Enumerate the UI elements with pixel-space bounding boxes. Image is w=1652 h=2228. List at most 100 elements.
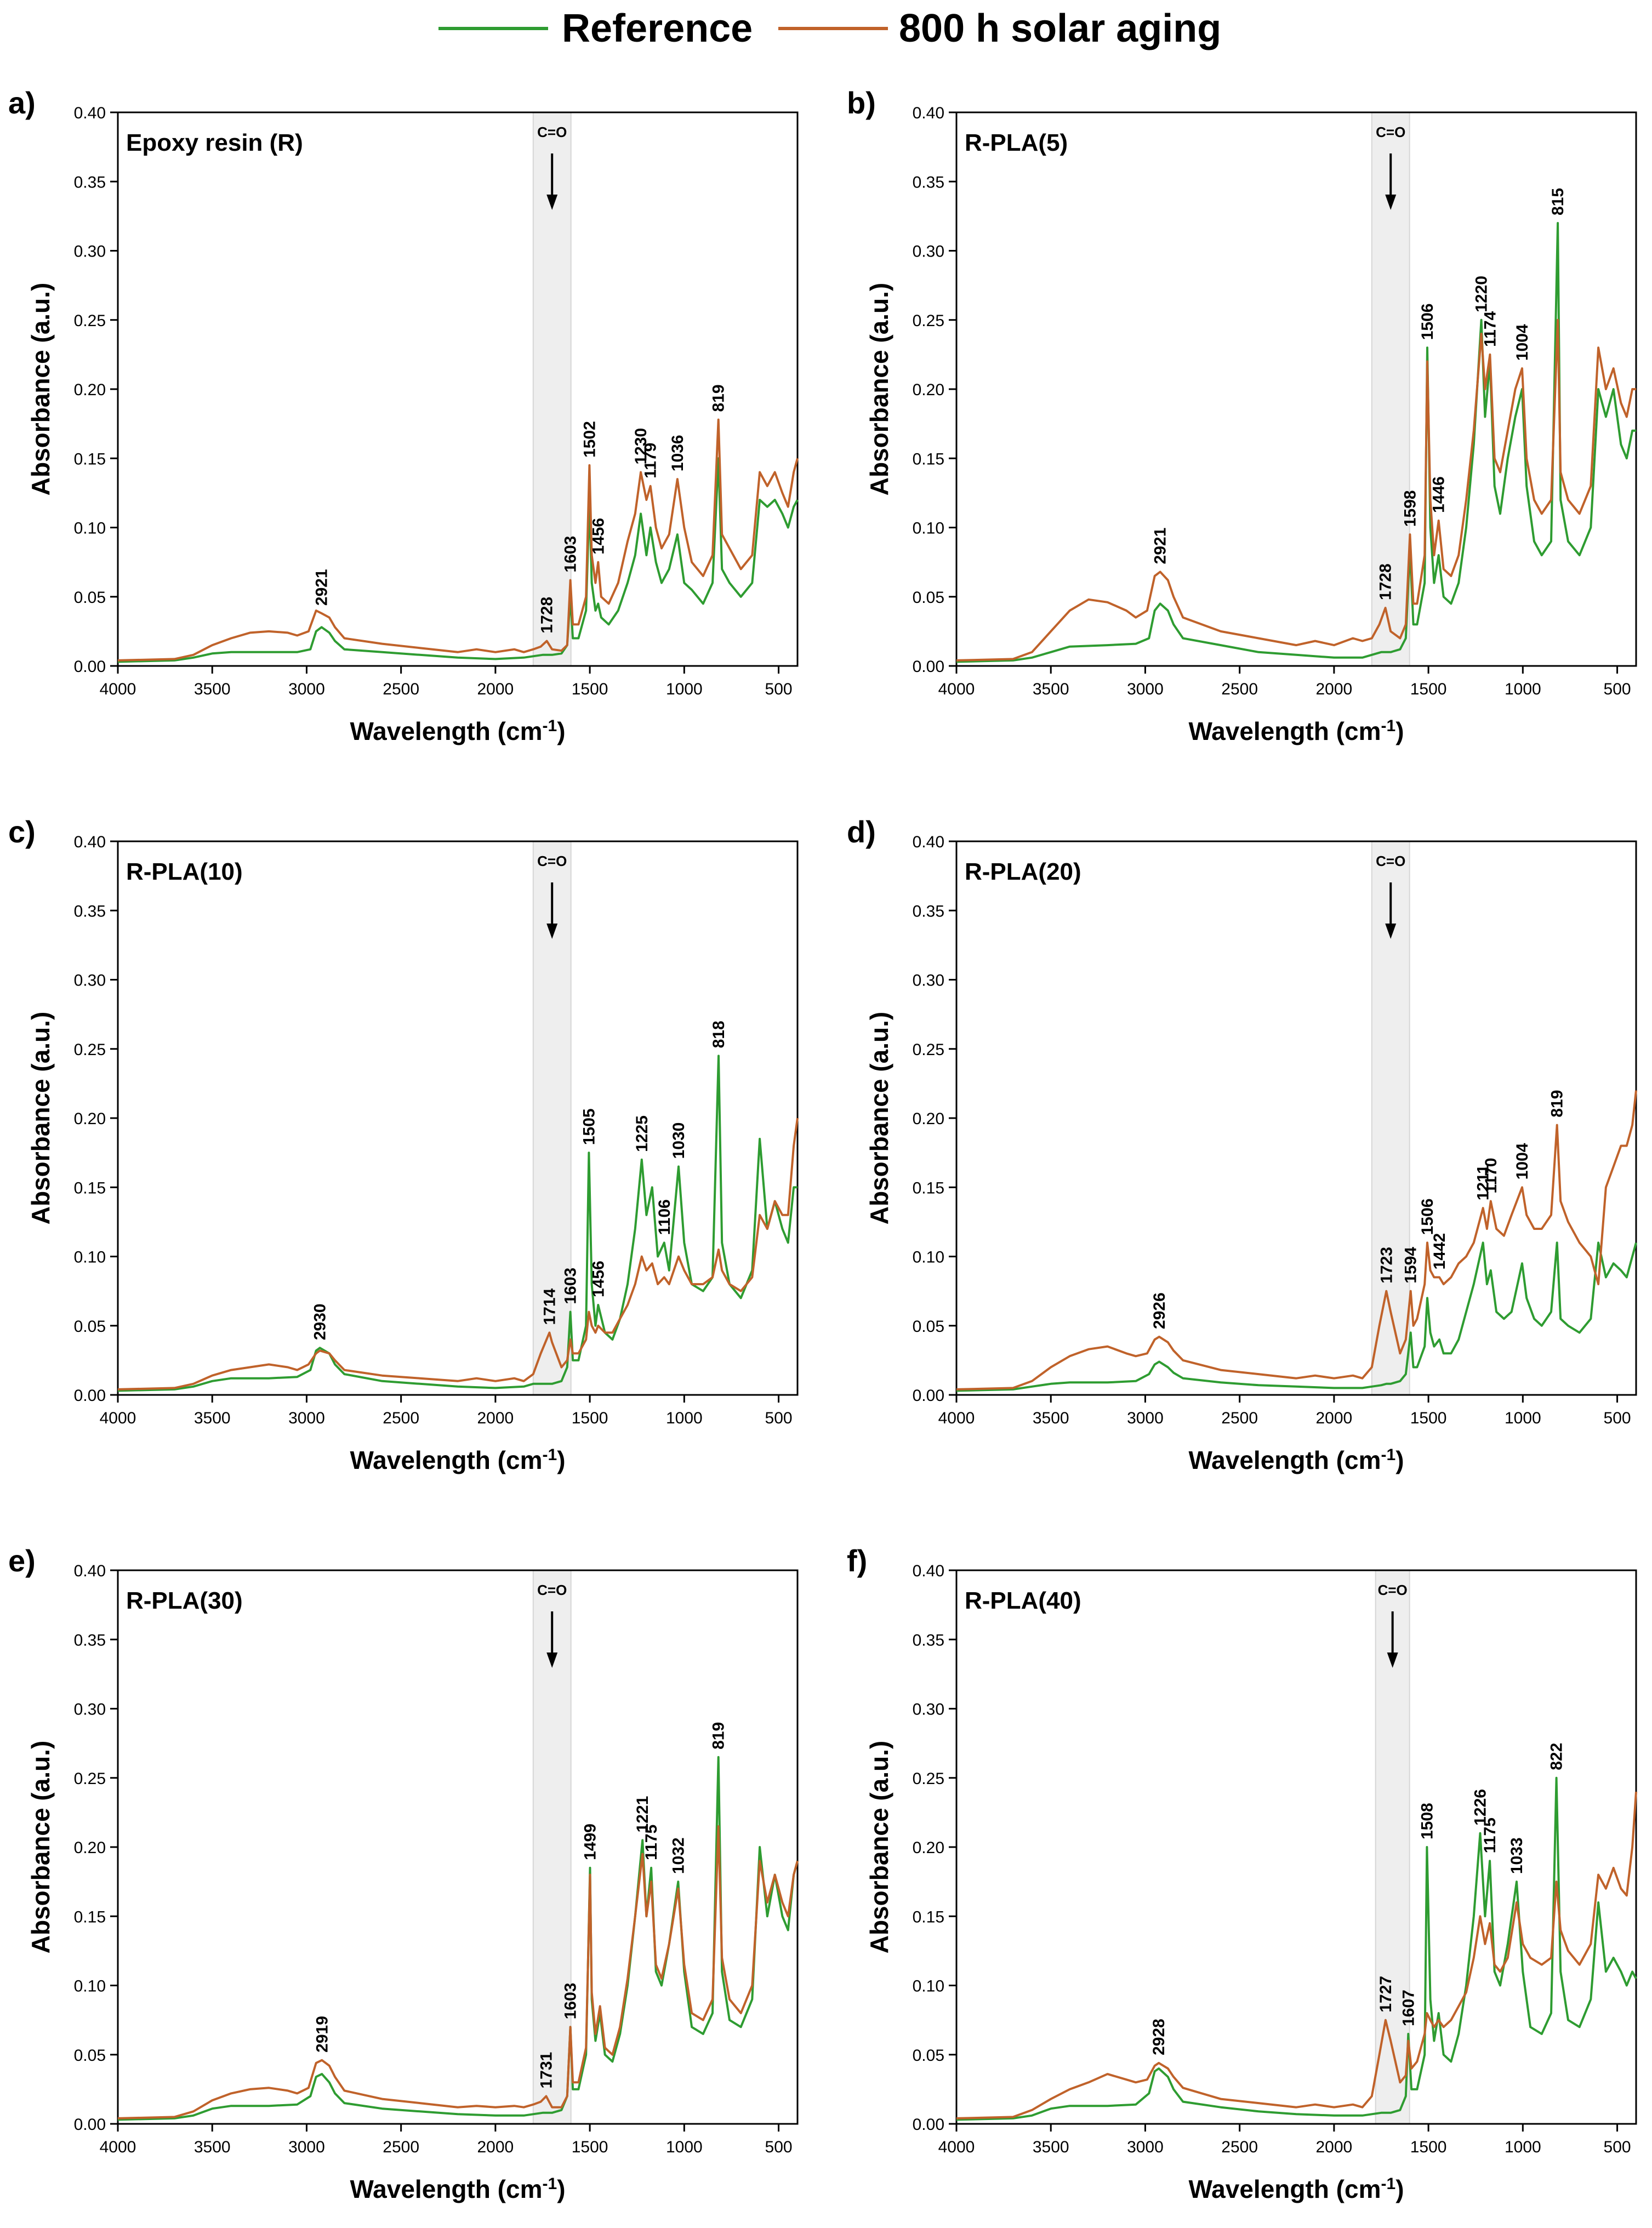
legend-label-aged: 800 h solar aging [899, 7, 1221, 50]
down-arrow-head [546, 924, 558, 939]
panel-letter: d) [847, 814, 876, 849]
peak-label: 1211 [1474, 1165, 1493, 1200]
peak-label: 1230 [632, 428, 650, 465]
y-tick-label: 0.30 [913, 1701, 944, 1719]
x-axis-title: Wavelength (cm-1) [350, 1446, 565, 1474]
y-tick-label: 0.40 [74, 104, 106, 122]
y-axis-title: Absorbance (a.u.) [26, 283, 55, 496]
panel-letter: c) [8, 814, 36, 849]
peak-label: 815 [1549, 188, 1567, 215]
peak-label: 1603 [562, 1268, 580, 1304]
x-tick-label: 1500 [1410, 680, 1447, 698]
legend: Reference 800 h solar aging [438, 7, 1221, 50]
panel-letter: e) [8, 1543, 36, 1578]
peak-label: 2919 [313, 2016, 331, 2053]
x-tick-label: 4000 [938, 2138, 975, 2156]
y-tick-label: 0.25 [913, 1041, 944, 1059]
x-tick-label: 3000 [1127, 680, 1164, 698]
y-tick-label: 0.10 [913, 1249, 944, 1267]
y-tick-label: 0.05 [913, 2047, 944, 2065]
series-aged-line [956, 1791, 1637, 2119]
legend-label-reference: Reference [562, 7, 753, 50]
x-axis-title: Wavelength (cm-1) [1188, 1446, 1404, 1474]
panels: C=O 0.00 0.05 0.10 0.15 0.20 0.25 0.30 0.35 0.40 4… [8, 86, 1637, 2203]
x-tick-label: 2000 [1316, 2138, 1353, 2156]
series-aged-line [117, 418, 799, 662]
x-tick-label: 3000 [288, 2138, 325, 2156]
y-tick-label: 0.15 [74, 1179, 106, 1197]
peak-label: 1004 [1513, 1143, 1531, 1179]
x-tick-label: 2500 [1221, 1409, 1258, 1427]
x-tick-label: 3000 [1127, 2138, 1164, 2156]
y-tick-label: 0.20 [913, 381, 944, 399]
peak-label: 2930 [311, 1303, 329, 1340]
y-tick-label: 0.05 [913, 589, 944, 607]
x-axis-title: Wavelength (cm-1) [1188, 717, 1404, 745]
panel-title: R-PLA(40) [965, 1587, 1081, 1614]
panel-letter: f) [847, 1543, 867, 1578]
y-tick-label: 0.20 [74, 1110, 106, 1128]
panel-letter: a) [8, 86, 36, 120]
x-tick-label: 2000 [477, 2138, 514, 2156]
chart-panel-2: C=O 0.00 0.05 0.10 0.15 0.20 0.25 0.30 0.35 0.40 4… [847, 86, 1637, 745]
peak-label: 819 [710, 384, 728, 412]
y-axis-title: Absorbance (a.u.) [865, 1741, 893, 1954]
y-tick-label: 0.35 [913, 1631, 944, 1649]
x-tick-label: 2000 [477, 680, 514, 698]
series-aged-line [117, 1825, 799, 2119]
y-tick-label: 0.40 [74, 833, 106, 851]
x-tick-label: 4000 [938, 680, 975, 698]
peak-label: 1221 [634, 1796, 652, 1833]
down-arrow-head [1385, 924, 1397, 939]
y-tick-label: 0.15 [913, 450, 944, 468]
peak-label: 1174 [1481, 311, 1499, 346]
x-tick-label: 1000 [1505, 2138, 1541, 2156]
x-tick-label: 3500 [194, 1409, 231, 1427]
y-tick-label: 0.35 [913, 902, 944, 920]
y-tick-label: 0.25 [74, 1770, 106, 1788]
peak-label: 1727 [1377, 1976, 1395, 2013]
series-reference-line [956, 222, 1636, 663]
y-tick-label: 0.10 [74, 520, 106, 538]
chart-panel-5: C=O 0.00 0.05 0.10 0.15 0.20 0.25 0.30 0.35 0.40 4… [8, 1543, 799, 2203]
y-tick-label: 0.25 [74, 1041, 106, 1059]
x-tick-label: 500 [765, 1409, 793, 1427]
y-tick-label: 0.35 [913, 173, 944, 191]
peak-label: 1030 [670, 1122, 688, 1159]
y-tick-label: 0.10 [913, 520, 944, 538]
y-tick-label: 0.05 [74, 2047, 106, 2065]
x-tick-label: 3000 [1127, 1409, 1164, 1427]
series-reference-line [117, 457, 799, 663]
peak-label: 2926 [1150, 1292, 1169, 1329]
peak-label: 1220 [1473, 276, 1491, 312]
peak-label: 1106 [656, 1199, 674, 1235]
peak-label: 1175 [1481, 1817, 1499, 1853]
band-label: C=O [537, 124, 567, 140]
peak-label: 1225 [633, 1115, 651, 1152]
x-tick-label: 1000 [1505, 1409, 1541, 1427]
peak-label: 1502 [580, 421, 599, 458]
y-tick-label: 0.15 [74, 1908, 106, 1926]
y-tick-label: 0.35 [74, 902, 106, 920]
y-tick-label: 0.00 [74, 2116, 106, 2134]
peak-label: 1598 [1401, 490, 1419, 527]
x-tick-label: 2000 [477, 1409, 514, 1427]
x-tick-label: 3500 [1033, 680, 1069, 698]
y-tick-label: 0.05 [74, 589, 106, 607]
x-axis-title: Wavelength (cm-1) [1188, 2175, 1404, 2203]
x-tick-label: 4000 [100, 680, 136, 698]
x-tick-label: 500 [1604, 1409, 1631, 1427]
y-tick-label: 0.00 [913, 1387, 944, 1405]
peak-label: 1032 [669, 1837, 687, 1874]
x-tick-label: 2500 [1221, 2138, 1258, 2156]
band-label: C=O [537, 853, 567, 869]
down-arrow-head [546, 195, 558, 210]
x-tick-label: 2000 [1316, 680, 1353, 698]
y-tick-label: 0.35 [74, 173, 106, 191]
y-tick-label: 0.15 [913, 1179, 944, 1197]
peak-label: 819 [1548, 1090, 1566, 1118]
x-tick-label: 2500 [383, 2138, 419, 2156]
panel-title: R-PLA(5) [965, 129, 1068, 156]
y-tick-label: 0.20 [74, 1839, 106, 1857]
